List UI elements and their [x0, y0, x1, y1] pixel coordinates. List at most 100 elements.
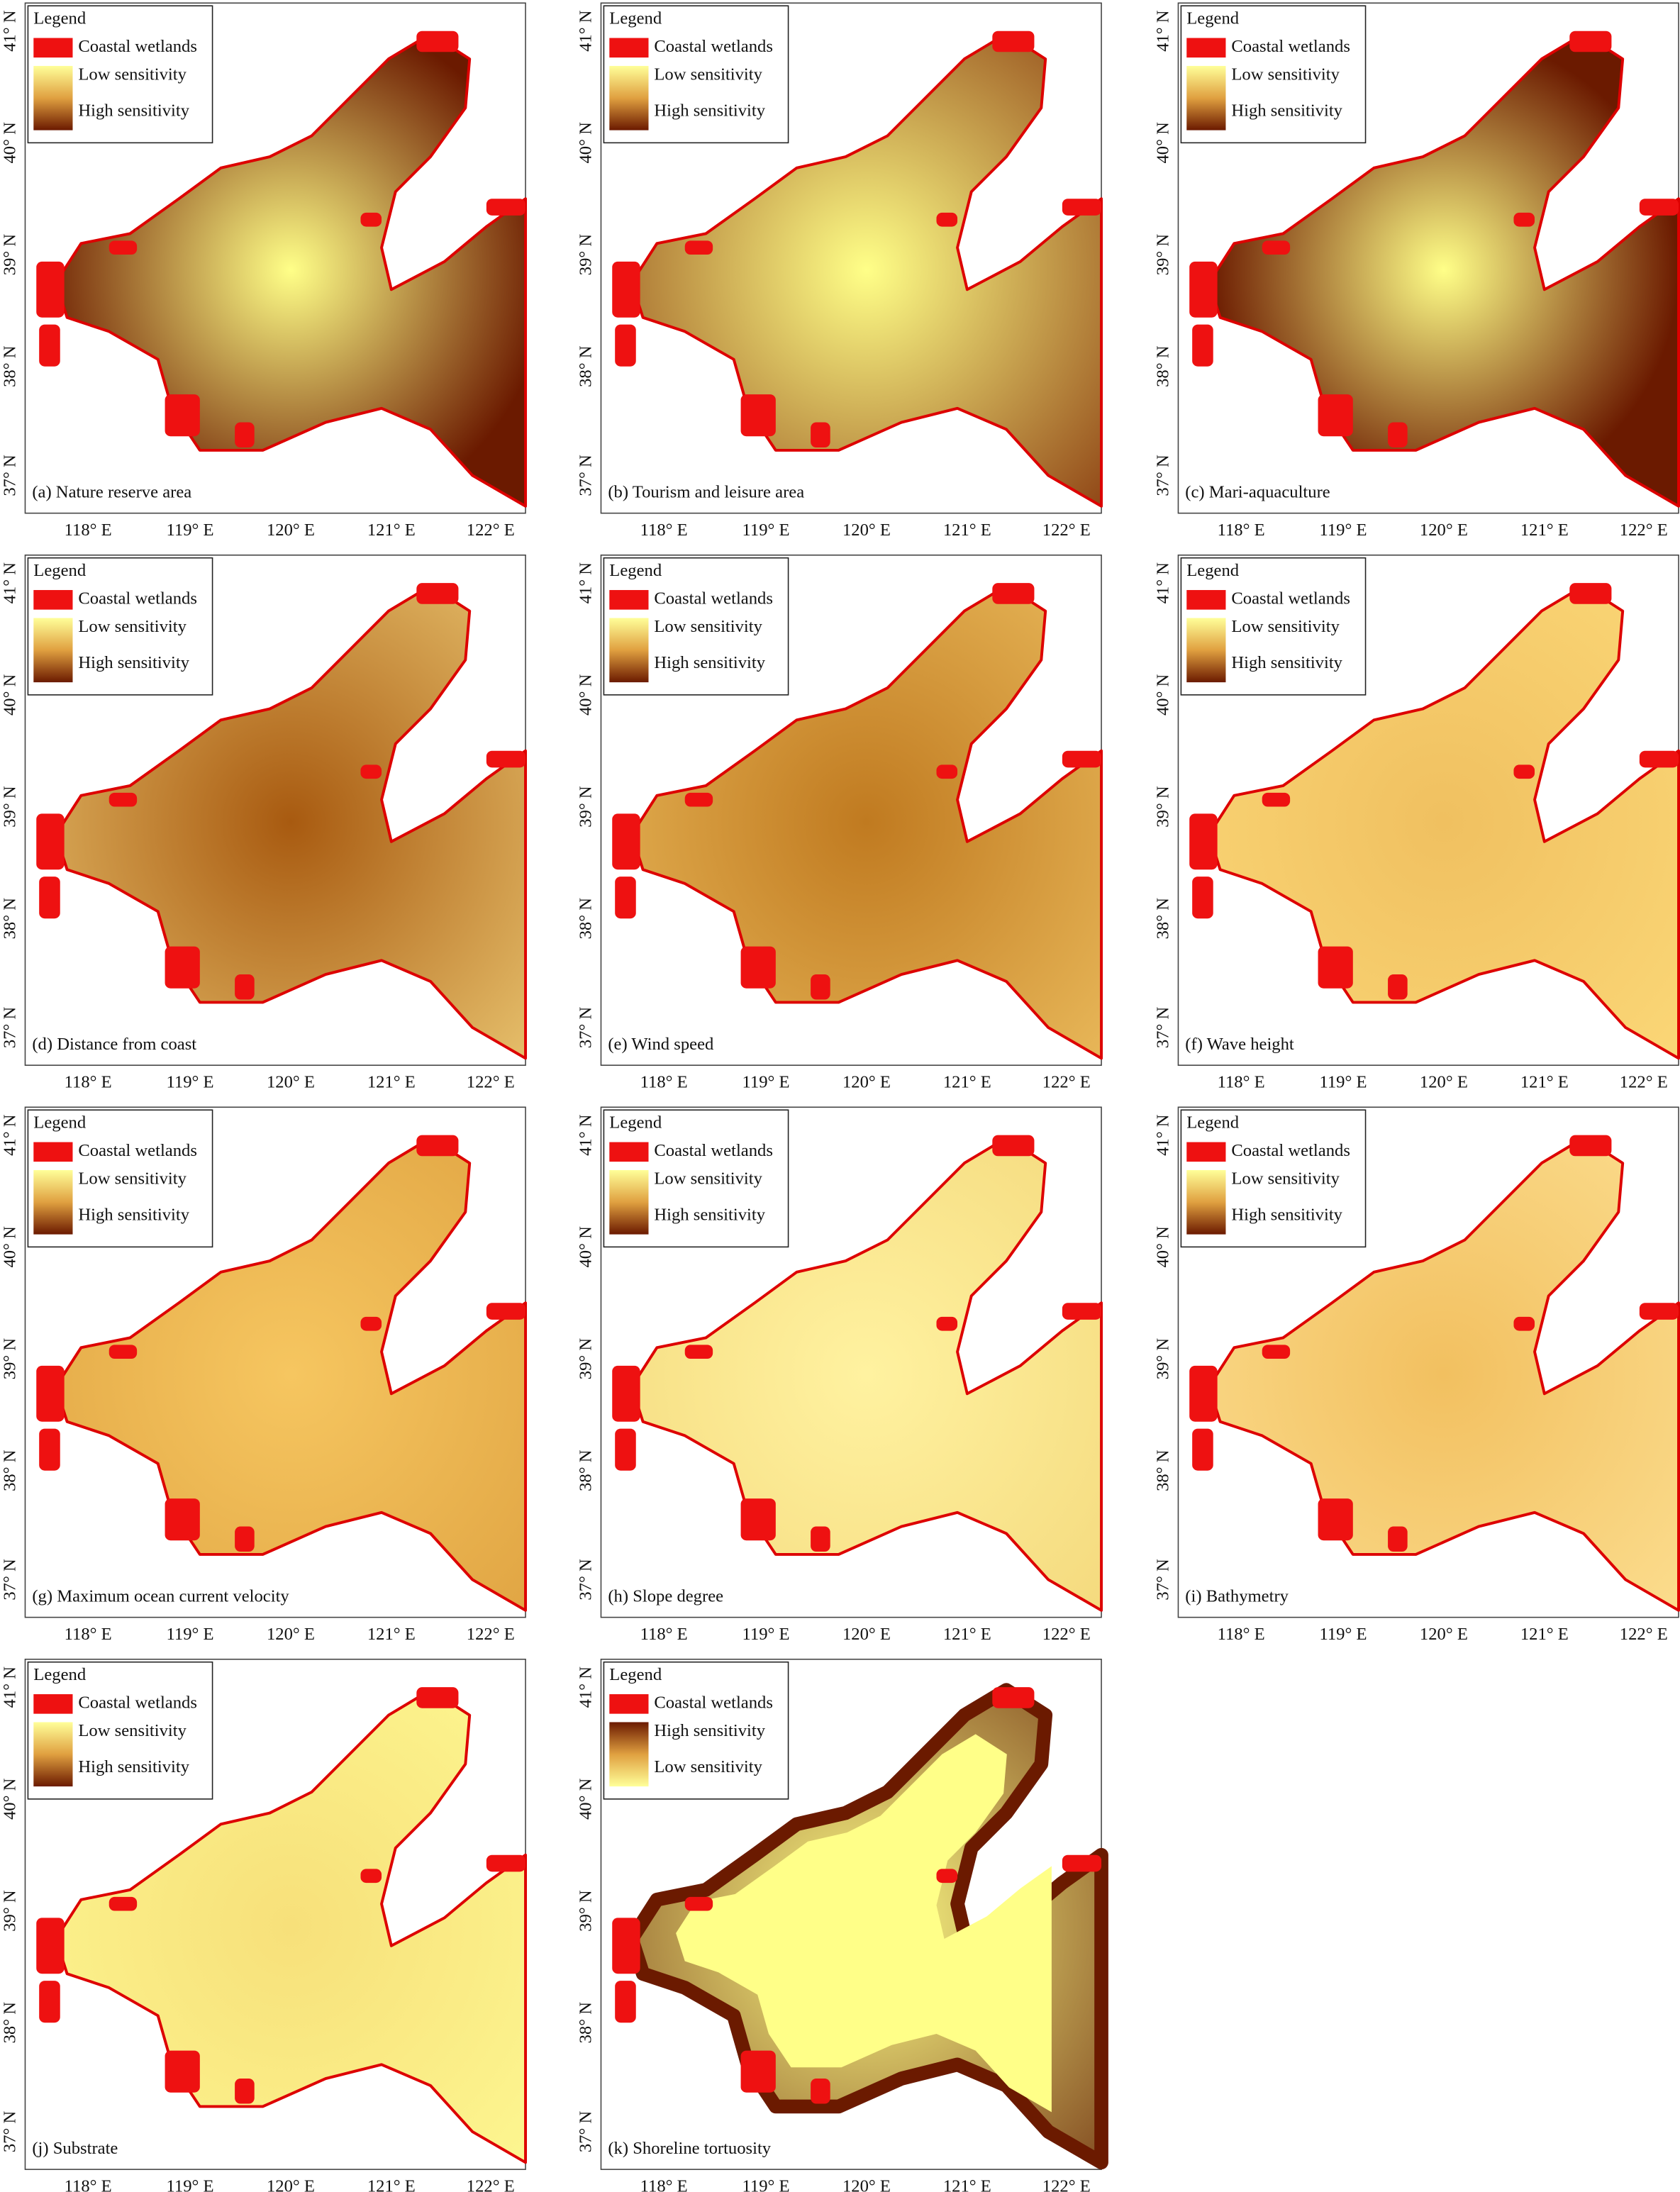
lon-label: 120° E: [1420, 521, 1468, 540]
lon-label: 119° E: [742, 2176, 790, 2192]
legend-swatch-gradient: [609, 1722, 649, 1787]
lat-label: 41° N: [576, 1667, 595, 1708]
map-panel: Legend Coastal wetlands Low sensitivity Hig…: [0, 1106, 528, 1644]
lat-label: 37° N: [1153, 1007, 1172, 1049]
lat-label: 37° N: [0, 1559, 19, 1601]
coastal-wetland: [1192, 324, 1213, 367]
coastal-wetland: [684, 240, 713, 255]
coastal-wetland: [235, 2079, 255, 2104]
lat-label: 39° N: [576, 786, 595, 828]
lat-label: 41° N: [1153, 562, 1172, 604]
coastal-wetland: [1639, 1303, 1679, 1320]
panel-caption: (f) Wave height: [1185, 1035, 1294, 1054]
lon-label: 121° E: [943, 1625, 991, 1644]
coastal-wetland: [1569, 583, 1612, 604]
lat-label: 37° N: [1153, 1559, 1172, 1601]
legend-swatch-wetland: [609, 38, 649, 58]
lon-label: 119° E: [167, 521, 214, 540]
lon-label: 120° E: [267, 521, 315, 540]
coastal-wetland: [235, 974, 255, 1000]
coastal-wetland: [992, 1135, 1035, 1157]
legend-label: High sensitivity: [654, 653, 765, 672]
coastal-wetland: [684, 1896, 713, 1911]
lat-label: 39° N: [1153, 1338, 1172, 1380]
legend-label: Low sensitivity: [78, 1169, 187, 1188]
lon-label: 121° E: [367, 521, 416, 540]
lon-label: 121° E: [367, 1625, 416, 1644]
lat-label: 41° N: [0, 10, 19, 52]
lat-label: 40° N: [576, 674, 595, 716]
legend-swatch-gradient: [1186, 65, 1226, 130]
coastal-wetland: [109, 792, 138, 807]
map-panel: Legend Coastal wetlands Low sensitivity Hig…: [0, 554, 528, 1091]
coastal-wetland: [992, 30, 1035, 52]
sea-area: [630, 1136, 1103, 1612]
lat-label: 41° N: [0, 1667, 19, 1708]
coastal-wetland: [1262, 240, 1291, 255]
lon-label: 119° E: [1319, 1072, 1367, 1091]
legend-label: Coastal wetlands: [78, 589, 197, 608]
coastal-wetland: [39, 1981, 60, 2023]
coastal-wetland: [1513, 212, 1535, 227]
coastal-wetland: [1062, 750, 1102, 768]
coastal-wetland: [360, 764, 382, 779]
coastal-wetland: [1318, 394, 1353, 437]
map-panel: Legend Coastal wetlands Low sensitivity Hig…: [576, 2, 1103, 540]
legend-swatch-gradient: [33, 618, 73, 683]
legend-title: Legend: [33, 1113, 87, 1133]
legend-label: Coastal wetlands: [1231, 589, 1350, 608]
legend-swatch-wetland: [609, 1142, 649, 1162]
lat-label: 39° N: [576, 1890, 595, 1932]
panel-caption: (e) Wind speed: [608, 1035, 714, 1054]
lon-label: 118° E: [640, 2176, 688, 2192]
legend-label: High sensitivity: [654, 101, 765, 121]
legend-label: High sensitivity: [654, 1206, 765, 1225]
coastal-wetland: [416, 1687, 459, 1708]
lon-label: 118° E: [640, 1072, 688, 1091]
coastal-wetland: [612, 813, 640, 870]
lon-label: 119° E: [1319, 521, 1367, 540]
coastal-wetland: [936, 1316, 958, 1331]
lat-label: 37° N: [576, 455, 595, 496]
coastal-wetland: [36, 813, 65, 870]
coastal-wetland: [109, 1345, 138, 1359]
legend-title: Legend: [1186, 561, 1240, 580]
legend-label: Low sensitivity: [654, 1757, 762, 1776]
lon-label: 118° E: [1218, 1625, 1265, 1644]
sea-interior: [676, 1734, 1052, 2113]
coastal-wetland: [1262, 1345, 1291, 1359]
legend-label: Low sensitivity: [1231, 65, 1340, 84]
coastal-wetland: [1062, 199, 1102, 216]
coastal-wetland: [615, 324, 636, 367]
lon-label: 120° E: [842, 521, 891, 540]
lon-label: 121° E: [367, 1072, 416, 1091]
lon-label: 122° E: [1620, 1625, 1668, 1644]
map-panel: Legend Coastal wetlands Low sensitivity Hig…: [1153, 1106, 1680, 1644]
coastal-wetland: [1569, 30, 1612, 52]
sea-area: [630, 32, 1103, 508]
lat-label: 39° N: [0, 1890, 19, 1932]
legend-swatch-wetland: [609, 1694, 649, 1714]
legend-swatch-gradient: [33, 1169, 73, 1235]
legend-label: Coastal wetlands: [654, 1141, 773, 1160]
coastal-wetland: [39, 877, 60, 919]
legend-label: Coastal wetlands: [78, 1141, 197, 1160]
legend-label: Coastal wetlands: [1231, 1141, 1350, 1160]
lat-label: 39° N: [1153, 786, 1172, 828]
lon-label: 118° E: [640, 1625, 688, 1644]
lon-label: 120° E: [842, 1072, 891, 1091]
legend-title: Legend: [33, 1665, 87, 1684]
coastal-wetland: [612, 1918, 640, 1974]
coastal-wetland: [615, 877, 636, 919]
coastal-wetland: [1062, 1303, 1102, 1320]
coastal-wetland: [1388, 974, 1408, 1000]
coastal-wetland: [1062, 1854, 1102, 1872]
lon-label: 119° E: [742, 1625, 790, 1644]
sea-area: [1207, 584, 1680, 1060]
legend-label: High sensitivity: [78, 1757, 189, 1776]
lat-label: 40° N: [1153, 122, 1172, 164]
lon-label: 120° E: [267, 1072, 315, 1091]
sea-area: [54, 1136, 528, 1612]
lon-label: 122° E: [1620, 1072, 1668, 1091]
lon-label: 121° E: [943, 1072, 991, 1091]
